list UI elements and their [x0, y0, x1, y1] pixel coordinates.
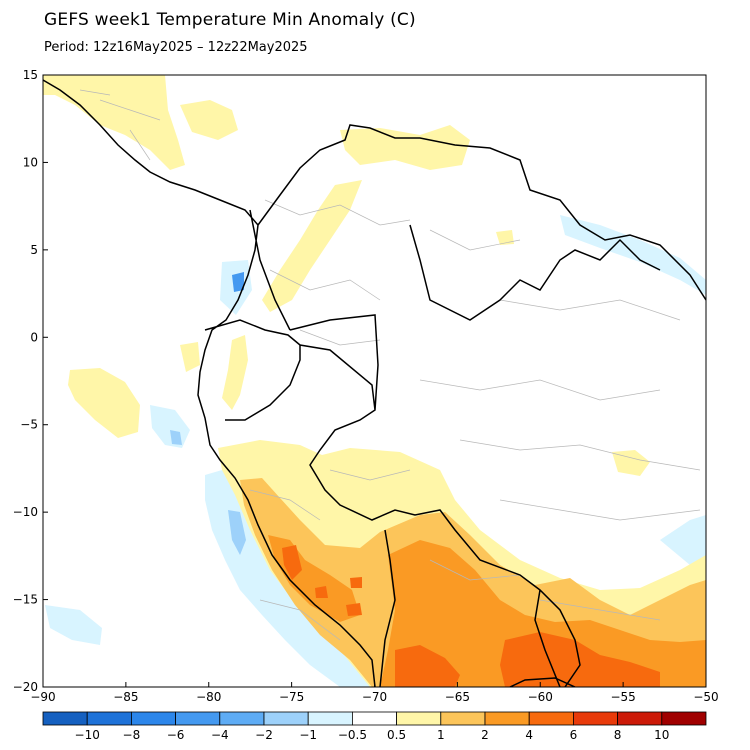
y-tick-label: 15	[23, 68, 38, 82]
blue-anomaly-open-pacific	[150, 405, 190, 448]
colorbar-label: −2	[255, 728, 273, 742]
warm-anomaly-amazon-spot	[496, 230, 514, 245]
strong-anomaly-chaco	[500, 632, 660, 687]
colorbar-label: −4	[211, 728, 229, 742]
warm-anomaly-bolivia-core	[380, 540, 706, 687]
x-tick-label: −75	[279, 690, 304, 704]
x-tick-label: −60	[528, 690, 553, 704]
y-tick-label: −20	[13, 680, 38, 694]
colorbar-swatch	[86, 711, 132, 726]
colorbar-swatch	[307, 711, 353, 726]
colorbar-swatch	[484, 711, 530, 726]
warm-anomaly-galapagos	[180, 342, 200, 372]
warm-anomaly-amazon-east	[612, 450, 650, 476]
colorbar-swatch	[175, 711, 221, 726]
colorbar-swatch	[617, 711, 663, 726]
strong-anomaly-bolivia-south	[395, 645, 460, 687]
colorbar-swatch	[130, 711, 176, 726]
y-tick-label: −10	[13, 505, 38, 519]
colorbar-label: −0.5	[338, 728, 367, 742]
colorbar-swatch	[396, 711, 442, 726]
warm-anomaly-pacific-west	[68, 368, 140, 438]
strong-anomaly-peru-spot-2	[350, 577, 362, 588]
y-tick-label: 0	[30, 330, 38, 344]
y-tick-label: 10	[23, 155, 38, 169]
paraguay-border	[509, 677, 576, 687]
blue-anomaly-peru-north	[170, 430, 182, 445]
strong-anomaly-andes-spot	[315, 586, 328, 598]
colorbar: −10 −8 −6 −4 −2 −1 −0.5 0.5 1 2 4 6 8 10	[42, 711, 707, 742]
map-title: GEFS week1 Temperature Min Anomaly (C)	[44, 10, 416, 30]
x-tick-label: −80	[196, 690, 221, 704]
period-subtitle: Period: 12z16May2025 – 12z22May2025	[44, 40, 308, 55]
colorbar-label: 10	[654, 728, 669, 742]
x-tick-label: −55	[610, 690, 635, 704]
colorbar-label: 8	[614, 728, 622, 742]
axis-ticks: −90 −85 −80 −75 −70 −65 −60 −55 −50 15 10 5 0 −5 −10 −1…	[13, 68, 719, 704]
x-tick-label: −90	[30, 690, 55, 704]
x-tick-label: −50	[693, 690, 718, 704]
country-borders	[43, 79, 706, 687]
colorbar-swatch	[351, 711, 397, 726]
x-tick-label: −65	[445, 690, 470, 704]
y-tick-label: −5	[20, 418, 38, 432]
x-tick-label: −85	[113, 690, 138, 704]
colorbar-label: −6	[167, 728, 185, 742]
colorbar-label: 2	[481, 728, 489, 742]
colorbar-label: 0.5	[387, 728, 406, 742]
colorbar-swatch	[573, 711, 619, 726]
y-tick-label: −15	[13, 593, 38, 607]
warm-anomaly-caribbean	[180, 100, 238, 140]
y-tick-label: 5	[30, 243, 38, 257]
colorbar-label: 6	[570, 728, 578, 742]
colorbar-label: −10	[75, 728, 100, 742]
blue-anomaly-peru-coast-mid	[228, 510, 246, 555]
x-tick-label: −70	[362, 690, 387, 704]
blue-anomaly-southwest	[45, 605, 102, 645]
minor-admin-lines	[79, 89, 701, 641]
colorbar-label: 4	[525, 728, 533, 742]
colorbar-label: 1	[437, 728, 445, 742]
warm-anomaly-venezuela-coast	[340, 125, 470, 170]
colorbar-swatch	[661, 711, 707, 726]
colorbar-swatch	[219, 711, 265, 726]
warm-anomaly-central-america	[43, 75, 185, 170]
colorbar-swatch	[263, 711, 309, 726]
colorbar-label: −8	[123, 728, 141, 742]
warm-anomaly-ecuador-andes	[222, 335, 248, 410]
strong-anomaly-peru-spot	[346, 603, 362, 616]
coastline-and-borders	[43, 79, 706, 687]
colorbar-swatch	[42, 711, 88, 726]
colorbar-swatch	[528, 711, 574, 726]
strong-anomaly-peru-andes	[282, 545, 302, 580]
blue-anomaly-atlantic-south	[660, 515, 706, 565]
colorbar-label: −1	[299, 728, 317, 742]
colorbar-swatch	[440, 711, 486, 726]
blue-anomaly-colombia-mid	[232, 272, 244, 292]
warm-anomaly-andes-colombia	[262, 180, 362, 312]
